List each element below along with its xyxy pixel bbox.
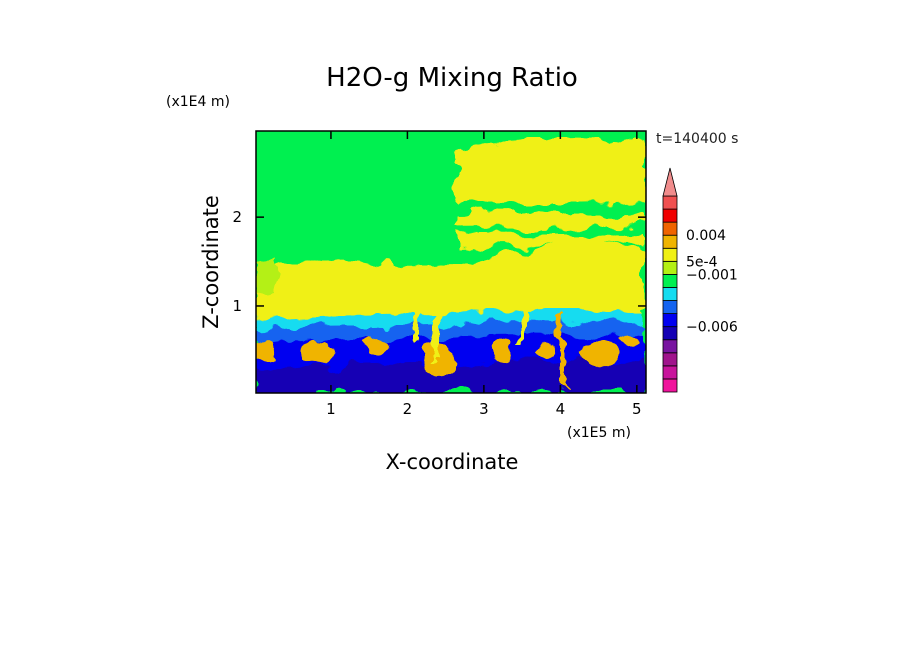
colorbar-swatch: [662, 365, 678, 380]
colorbar: 0.004 5e-4−0.001 −0.006: [662, 167, 738, 393]
colorbar-swatch: [662, 273, 678, 288]
chart-title: H2O-g Mixing Ratio: [326, 63, 578, 93]
x-axis-label: X-coordinate: [386, 450, 519, 474]
colorbar-label: −0.006: [686, 320, 738, 336]
time-label: t=140400 s: [656, 131, 738, 147]
colorbar-swatch: [662, 208, 678, 223]
x-axis-unit: (x1E5 m): [567, 425, 631, 441]
x-tick-label: 5: [632, 400, 642, 418]
colorbar-swatch: [662, 287, 678, 301]
colorbar-label: −0.001: [686, 267, 738, 283]
colorbar-swatch: [662, 300, 678, 314]
x-tick-label: 2: [403, 400, 413, 418]
y-ticks: 12: [232, 208, 646, 315]
colorbar-swatch: [662, 352, 678, 367]
x-tick-label: 4: [556, 400, 566, 418]
y-axis-unit: (x1E4 m): [166, 94, 230, 110]
plot-frame: [255, 130, 647, 394]
y-tick-label: 2: [232, 208, 242, 226]
colorbar-swatch: [662, 378, 678, 393]
x-tick-label: 1: [326, 400, 336, 418]
y-tick-label: 1: [232, 297, 242, 315]
colorbar-swatch: [662, 313, 678, 328]
colorbar-swatch: [662, 221, 678, 236]
colorbar-label: 5e-4: [686, 254, 718, 270]
colorbar-swatch: [662, 195, 678, 210]
heatmap-field: [256, 131, 646, 393]
colorbar-label: 0.004: [686, 228, 726, 244]
x-ticks: 1 2 3 4 5: [326, 131, 642, 418]
y-axis-label: Z-coordinate: [199, 195, 223, 329]
colorbar-swatch: [662, 339, 678, 354]
colorbar-swatch: [662, 234, 678, 249]
colorbar-swatch: [662, 260, 678, 275]
colorbar-swatch: [662, 326, 678, 341]
colorbar-extend-arrow: [662, 167, 678, 197]
x-tick-label: 3: [479, 400, 489, 418]
colorbar-swatch: [662, 247, 678, 262]
